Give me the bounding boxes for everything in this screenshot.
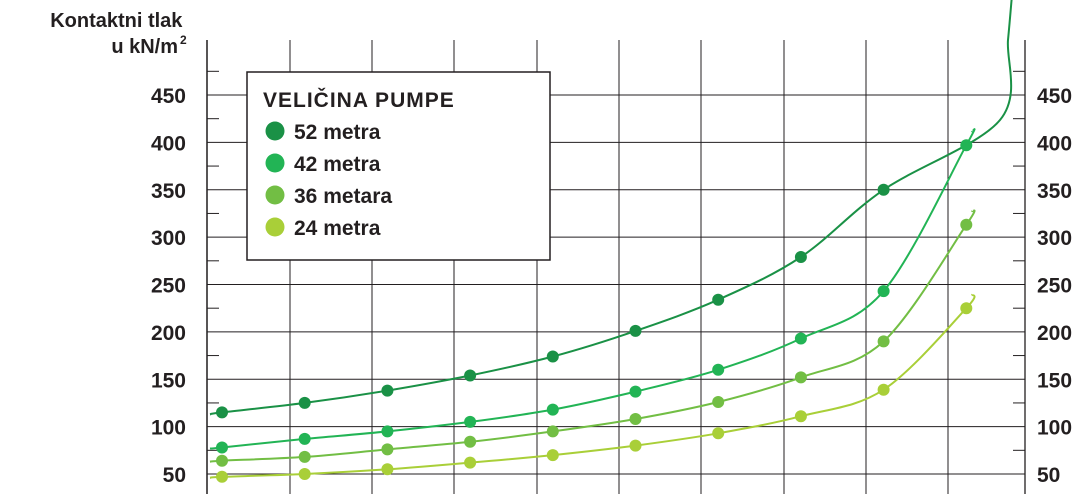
y-tick-label-right: 250 (1037, 275, 1072, 298)
series-points (216, 139, 973, 483)
grid (206, 40, 1026, 494)
y-tick-label-left: 200 (151, 322, 186, 345)
data-point (216, 441, 228, 454)
data-point (546, 449, 559, 462)
data-point (381, 384, 394, 397)
data-point (794, 410, 807, 423)
data-point (546, 350, 559, 363)
legend-item-label: 52 metra (294, 121, 381, 144)
y-axis-label-line2: u kN/m (111, 36, 178, 58)
data-point (712, 363, 725, 376)
legend-marker (265, 121, 285, 141)
legend-marker (265, 153, 285, 173)
y-axis-left: 50 100 150 200 250 300 350 400 450 (151, 85, 186, 487)
y-tick-label-left: 300 (151, 227, 186, 250)
y-tick-label-right: 50 (1037, 464, 1060, 487)
y-tick-label-left: 100 (151, 417, 186, 440)
y-tick-label-right: 150 (1037, 369, 1072, 392)
data-point (629, 439, 642, 452)
legend-marker (265, 217, 285, 237)
data-point (712, 293, 725, 306)
data-point (298, 432, 311, 445)
data-point (298, 396, 311, 409)
data-point (877, 383, 890, 396)
data-point (546, 425, 559, 438)
legend: VELIČINA PUMPE 52 metra 42 metra 36 metara… (246, 71, 551, 261)
series-line (209, 293, 976, 479)
data-point (381, 425, 394, 438)
data-point (960, 218, 973, 231)
y-axis-label-superscript: 2 (180, 33, 187, 47)
y-tick-label-right: 450 (1037, 85, 1072, 108)
y-tick-label-left: 50 (163, 464, 186, 487)
data-point (629, 385, 642, 398)
y-tick-label-left: 350 (151, 180, 186, 203)
data-point (877, 335, 890, 348)
data-point (381, 443, 394, 456)
y-tick-label-right: 300 (1037, 227, 1072, 250)
data-point (877, 183, 890, 196)
legend-box (246, 71, 551, 261)
y-axis-right: 50 100 150 200 250 300 350 400 450 (1037, 85, 1072, 487)
legend-title: VELIČINA PUMPE (263, 88, 455, 112)
data-point (629, 324, 642, 337)
y-axis-label: Kontaktni tlak u kN/m (50, 10, 188, 58)
data-point (712, 396, 725, 408)
data-point (629, 413, 642, 425)
data-point (546, 403, 559, 416)
y-tick-label-right: 350 (1037, 180, 1072, 203)
data-point (464, 435, 477, 448)
y-tick-label-left: 150 (151, 369, 186, 392)
data-point (298, 450, 311, 463)
data-point (216, 470, 228, 483)
data-point (794, 332, 807, 345)
data-point (216, 454, 228, 467)
y-axis-label-line1: Kontaktni tlak (50, 10, 183, 32)
legend-item-label: 42 metra (294, 153, 381, 176)
legend-item-label: 24 metra (294, 217, 381, 240)
data-point (960, 302, 973, 315)
data-point (794, 371, 807, 384)
legend-marker (265, 185, 285, 205)
y-tick-label-left: 450 (151, 85, 186, 108)
data-point (298, 468, 311, 480)
data-point (794, 251, 807, 263)
data-point (712, 427, 725, 440)
y-tick-label-right: 200 (1037, 322, 1072, 345)
data-point (464, 369, 477, 382)
data-point (877, 285, 890, 298)
y-tick-label-left: 400 (151, 132, 186, 155)
y-tick-label-right: 100 (1037, 417, 1072, 440)
legend-items: 52 metra 42 metra 36 metara 24 metra (265, 121, 392, 240)
y-tick-label-right: 400 (1037, 132, 1072, 155)
y-tick-label-left: 250 (151, 275, 186, 298)
data-point (960, 139, 973, 152)
data-point (464, 456, 477, 469)
data-point (216, 406, 228, 419)
legend-item-label: 36 metara (294, 185, 392, 208)
data-point (464, 415, 477, 428)
data-point (381, 463, 394, 476)
